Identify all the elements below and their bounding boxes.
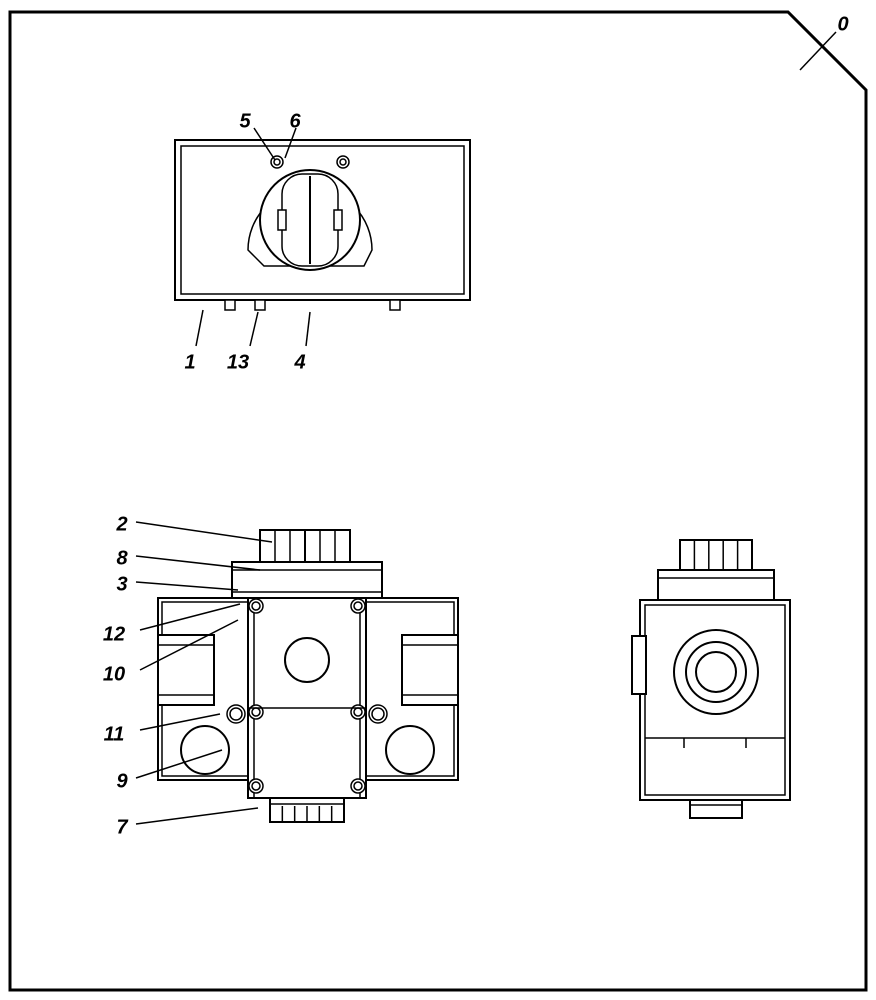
callout-7: 7: [116, 816, 128, 838]
callout-6: 6: [289, 110, 301, 132]
callout-2: 2: [115, 513, 127, 535]
callout-10: 10: [103, 663, 125, 685]
top-view: [175, 140, 470, 310]
callout-5: 5: [239, 110, 251, 132]
callout-8: 8: [116, 547, 128, 569]
callout-3: 3: [116, 573, 127, 595]
callout-4: 4: [293, 351, 305, 373]
callout-11: 11: [104, 723, 125, 745]
callout-12: 12: [103, 623, 125, 645]
callout-1: 1: [184, 351, 195, 373]
callout-0: 0: [837, 13, 848, 35]
callout-9: 9: [116, 770, 128, 792]
callout-13: 13: [227, 351, 249, 373]
parts-diagram: 0 5 6 1 13 4 2 8 3 12 10 11 9 7: [0, 0, 876, 1000]
